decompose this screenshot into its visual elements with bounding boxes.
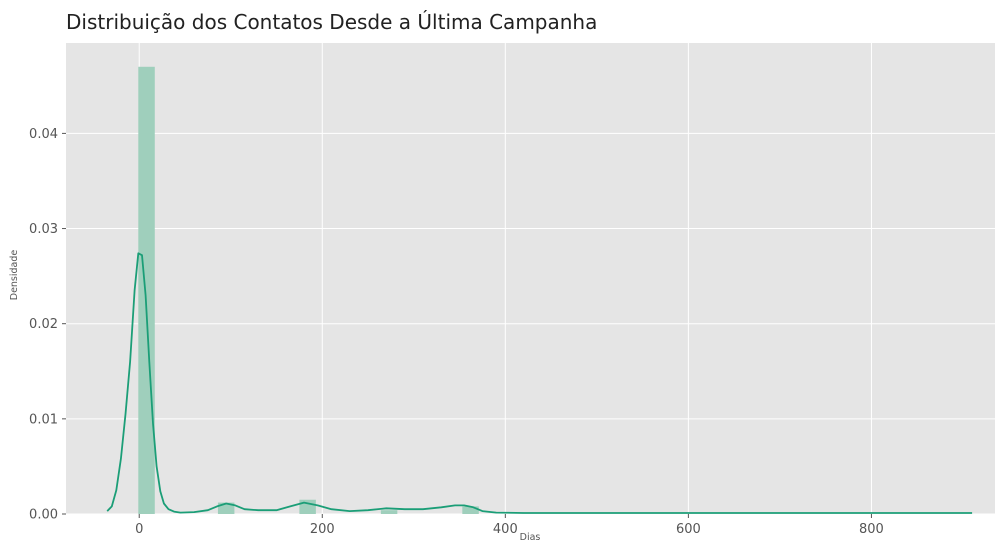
y-axis-label: Densidade bbox=[9, 250, 20, 301]
chart-title: Distribuição dos Contatos Desde a Última… bbox=[66, 10, 597, 34]
histogram-bar bbox=[138, 66, 155, 515]
x-tick-label: 400 bbox=[493, 522, 518, 537]
histogram-bar bbox=[299, 499, 316, 514]
x-tick-label: 800 bbox=[859, 522, 884, 537]
histogram-bar bbox=[380, 510, 398, 514]
kde-line-group bbox=[106, 252, 973, 514]
x-tick-label: 0 bbox=[135, 522, 143, 537]
plot-area bbox=[66, 43, 995, 514]
y-tick-label: 0.00 bbox=[29, 508, 58, 523]
histogram-bar bbox=[217, 502, 235, 514]
y-tick-label: 0.02 bbox=[29, 317, 58, 332]
tick-labels: 0 200 400 600 800 0.00 0.01 0.02 0.03 0.04 bbox=[29, 127, 884, 537]
x-tick-label: 600 bbox=[676, 522, 701, 537]
x-axis-label: Dias bbox=[520, 532, 541, 543]
y-tick-label: 0.01 bbox=[29, 412, 58, 427]
x-tick-label: 200 bbox=[310, 522, 335, 537]
histogram-bar bbox=[462, 506, 479, 514]
y-tick-label: 0.04 bbox=[29, 127, 58, 142]
kde-line bbox=[106, 252, 973, 514]
y-tick-label: 0.03 bbox=[29, 222, 58, 237]
